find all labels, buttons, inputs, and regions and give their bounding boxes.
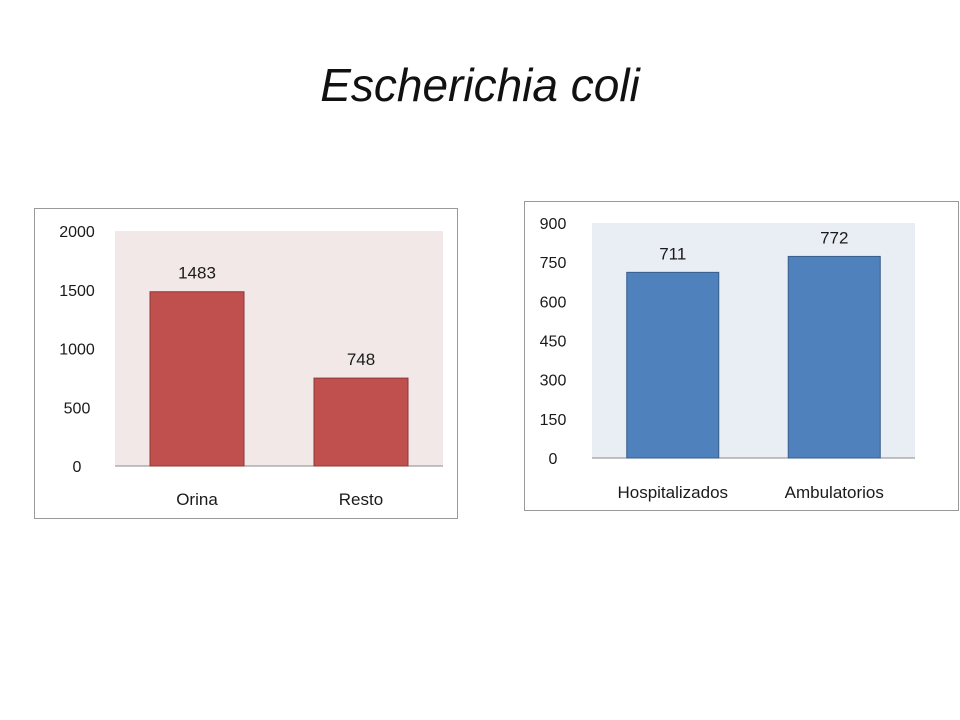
y-tick-label: 750	[540, 255, 567, 272]
y-tick-label: 1000	[59, 342, 95, 359]
y-tick-label: 500	[64, 400, 91, 417]
y-tick-label: 150	[540, 412, 567, 429]
y-tick-label: 600	[540, 294, 567, 311]
y-tick-label: 0	[73, 459, 82, 476]
y-tick-label: 900	[540, 216, 567, 233]
category-label-hospitalizados: Hospitalizados	[617, 483, 728, 502]
data-label-resto: 748	[347, 350, 375, 369]
chart-orina-resto: 0 500 1000 1500 2000 1483 Orina 748 Resto	[34, 208, 458, 519]
chart-hospitalizados-ambulatorios: 0 150 300 450 600 750 900 711 Hospitalizados 772 A…	[524, 201, 959, 511]
bar-ambulatorios	[787, 255, 881, 459]
bar-orina	[149, 291, 245, 467]
category-label-orina: Orina	[176, 490, 218, 509]
chart-orina-resto-svg: 0 500 1000 1500 2000 1483 Orina 748 Resto	[59, 224, 443, 509]
bar-hospitalizados	[626, 271, 720, 459]
chart-hospitalizados-ambulatorios-svg: 0 150 300 450 600 750 900 711 Hospitalizados 772 A…	[540, 216, 915, 502]
y-tick-label: 450	[540, 334, 567, 351]
bar-resto	[313, 377, 409, 467]
y-tick-label: 2000	[59, 224, 95, 241]
y-tick-label: 0	[549, 451, 558, 468]
category-label-ambulatorios: Ambulatorios	[785, 483, 884, 502]
data-label-orina: 1483	[178, 264, 216, 283]
y-tick-label: 1500	[59, 283, 95, 300]
data-label-ambulatorios: 772	[820, 228, 848, 247]
slide-title: Escherichia coli	[320, 59, 640, 111]
y-tick-label: 300	[540, 373, 567, 390]
category-label-resto: Resto	[339, 490, 383, 509]
data-label-hospitalizados: 711	[659, 244, 686, 263]
